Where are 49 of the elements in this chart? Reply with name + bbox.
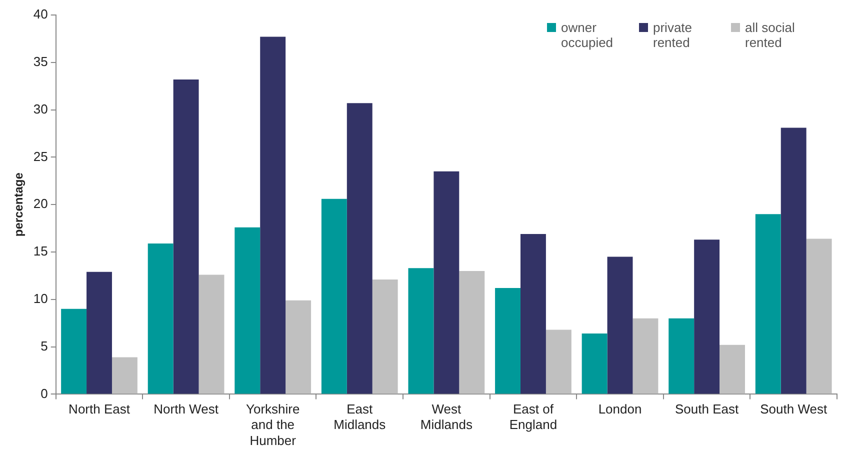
- bar: [346, 103, 372, 394]
- bar: [434, 171, 460, 394]
- y-axis-title: percentage: [12, 172, 26, 237]
- bar: [372, 279, 398, 394]
- bar: [520, 234, 546, 394]
- legend-label: private rented: [653, 20, 694, 50]
- y-tick-label: 0: [40, 386, 48, 401]
- x-tick-label: Yorkshire and the Humber: [246, 402, 300, 448]
- bar: [86, 272, 112, 394]
- x-tick-label: North West: [154, 402, 219, 417]
- x-tick-label: South East: [675, 402, 739, 417]
- bar: [694, 240, 720, 394]
- bar: [286, 300, 312, 394]
- bar: [260, 36, 286, 394]
- x-tick-label: East of England: [509, 402, 558, 432]
- bar: [582, 334, 608, 394]
- bar: [321, 198, 347, 394]
- y-tick-label: 40: [33, 6, 48, 22]
- bar: [755, 214, 781, 394]
- bar: [408, 268, 434, 394]
- legend-label: all social rented: [745, 20, 796, 50]
- bar: [668, 318, 694, 394]
- x-tick-label: West Midlands: [420, 402, 473, 432]
- bar: [148, 243, 174, 394]
- x-tick-label: London: [598, 402, 642, 417]
- bar: [234, 227, 260, 394]
- bar: [720, 344, 745, 394]
- bar: [546, 330, 572, 394]
- y-tick-label: 5: [40, 338, 48, 354]
- bar: [61, 308, 87, 394]
- x-tick-label: South West: [760, 402, 828, 417]
- y-tick-label: 30: [33, 101, 48, 116]
- bar: [459, 270, 485, 394]
- x-tick-label: East Midlands: [334, 402, 386, 432]
- bar: [607, 256, 633, 394]
- bar: [112, 357, 138, 394]
- y-tick-label: 20: [33, 196, 48, 212]
- bar: [780, 128, 806, 394]
- bar: [632, 318, 658, 394]
- bar: [495, 288, 520, 394]
- y-tick-label: 10: [33, 290, 48, 306]
- x-tick-label: North East: [68, 402, 130, 417]
- y-tick-label: 15: [33, 244, 48, 259]
- y-tick-label: 25: [33, 148, 48, 164]
- y-tick-label: 35: [33, 54, 48, 69]
- legend-label: owner occupied: [561, 20, 614, 50]
- bar: [806, 238, 832, 394]
- bar: [198, 274, 224, 394]
- bar: [173, 79, 199, 394]
